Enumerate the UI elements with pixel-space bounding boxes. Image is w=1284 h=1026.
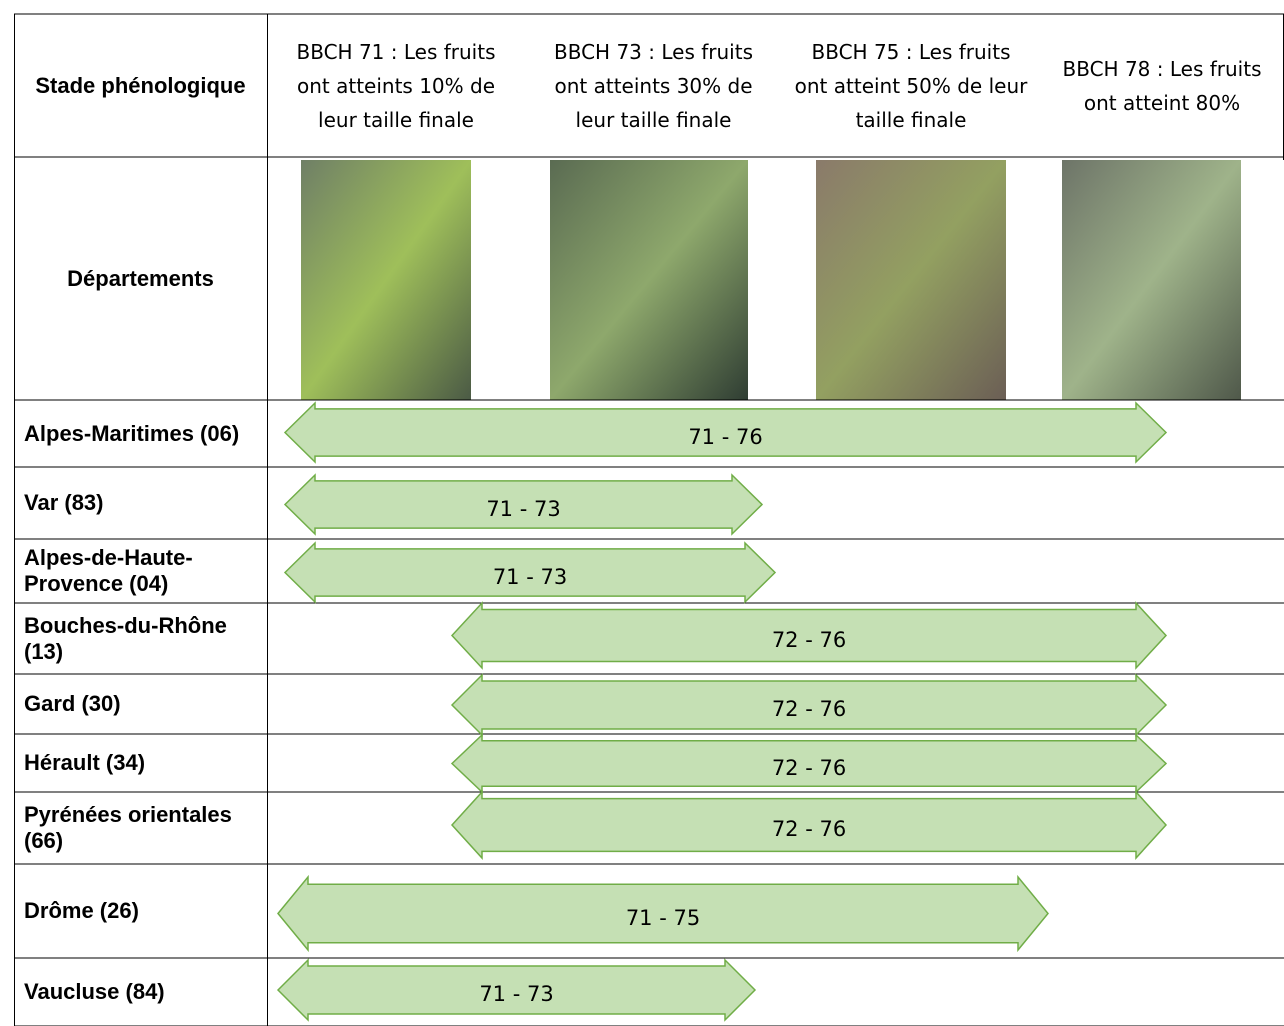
range-label: 71 - 75 <box>626 906 700 930</box>
photo <box>550 160 748 400</box>
department-label: Hérault (34) <box>14 734 267 792</box>
department-label: Alpes-de-Haute-Provence (04) <box>14 539 267 603</box>
range-label: 72 - 76 <box>772 628 846 652</box>
stage-header: BBCH 71 : Les fruits ont atteints 10% de… <box>267 14 525 157</box>
page: Stade phénologique Départements BBCH 71 … <box>0 0 1284 1026</box>
department-label: Drôme (26) <box>14 864 267 958</box>
department-label: Bouches-du-Rhône (13) <box>14 603 267 674</box>
stage-header: BBCH 78 : Les fruits ont atteint 80% <box>1040 14 1284 157</box>
range-label: 71 - 76 <box>688 425 762 449</box>
range-label: 71 - 73 <box>493 565 567 589</box>
range-label: 72 - 76 <box>772 697 846 721</box>
stage-header: BBCH 75 : Les fruits ont atteint 50% de … <box>782 14 1040 157</box>
stage-header-label: Stade phénologique <box>14 14 267 157</box>
photo <box>816 160 1006 400</box>
department-label: Alpes-Maritimes (06) <box>14 400 267 467</box>
department-label: Vaucluse (84) <box>14 958 267 1026</box>
department-label: Gard (30) <box>14 674 267 734</box>
department-label: Var (83) <box>14 467 267 539</box>
range-label: 72 - 76 <box>772 817 846 841</box>
photo <box>301 160 471 400</box>
photo <box>1062 160 1241 400</box>
range-label: 71 - 73 <box>486 497 560 521</box>
departments-header-label: Départements <box>14 157 267 400</box>
range-label: 72 - 76 <box>772 756 846 780</box>
stage-header: BBCH 73 : Les fruits ont atteints 30% de… <box>525 14 782 157</box>
range-label: 71 - 73 <box>479 982 553 1006</box>
department-label: Pyrénées orientales (66) <box>14 792 267 864</box>
